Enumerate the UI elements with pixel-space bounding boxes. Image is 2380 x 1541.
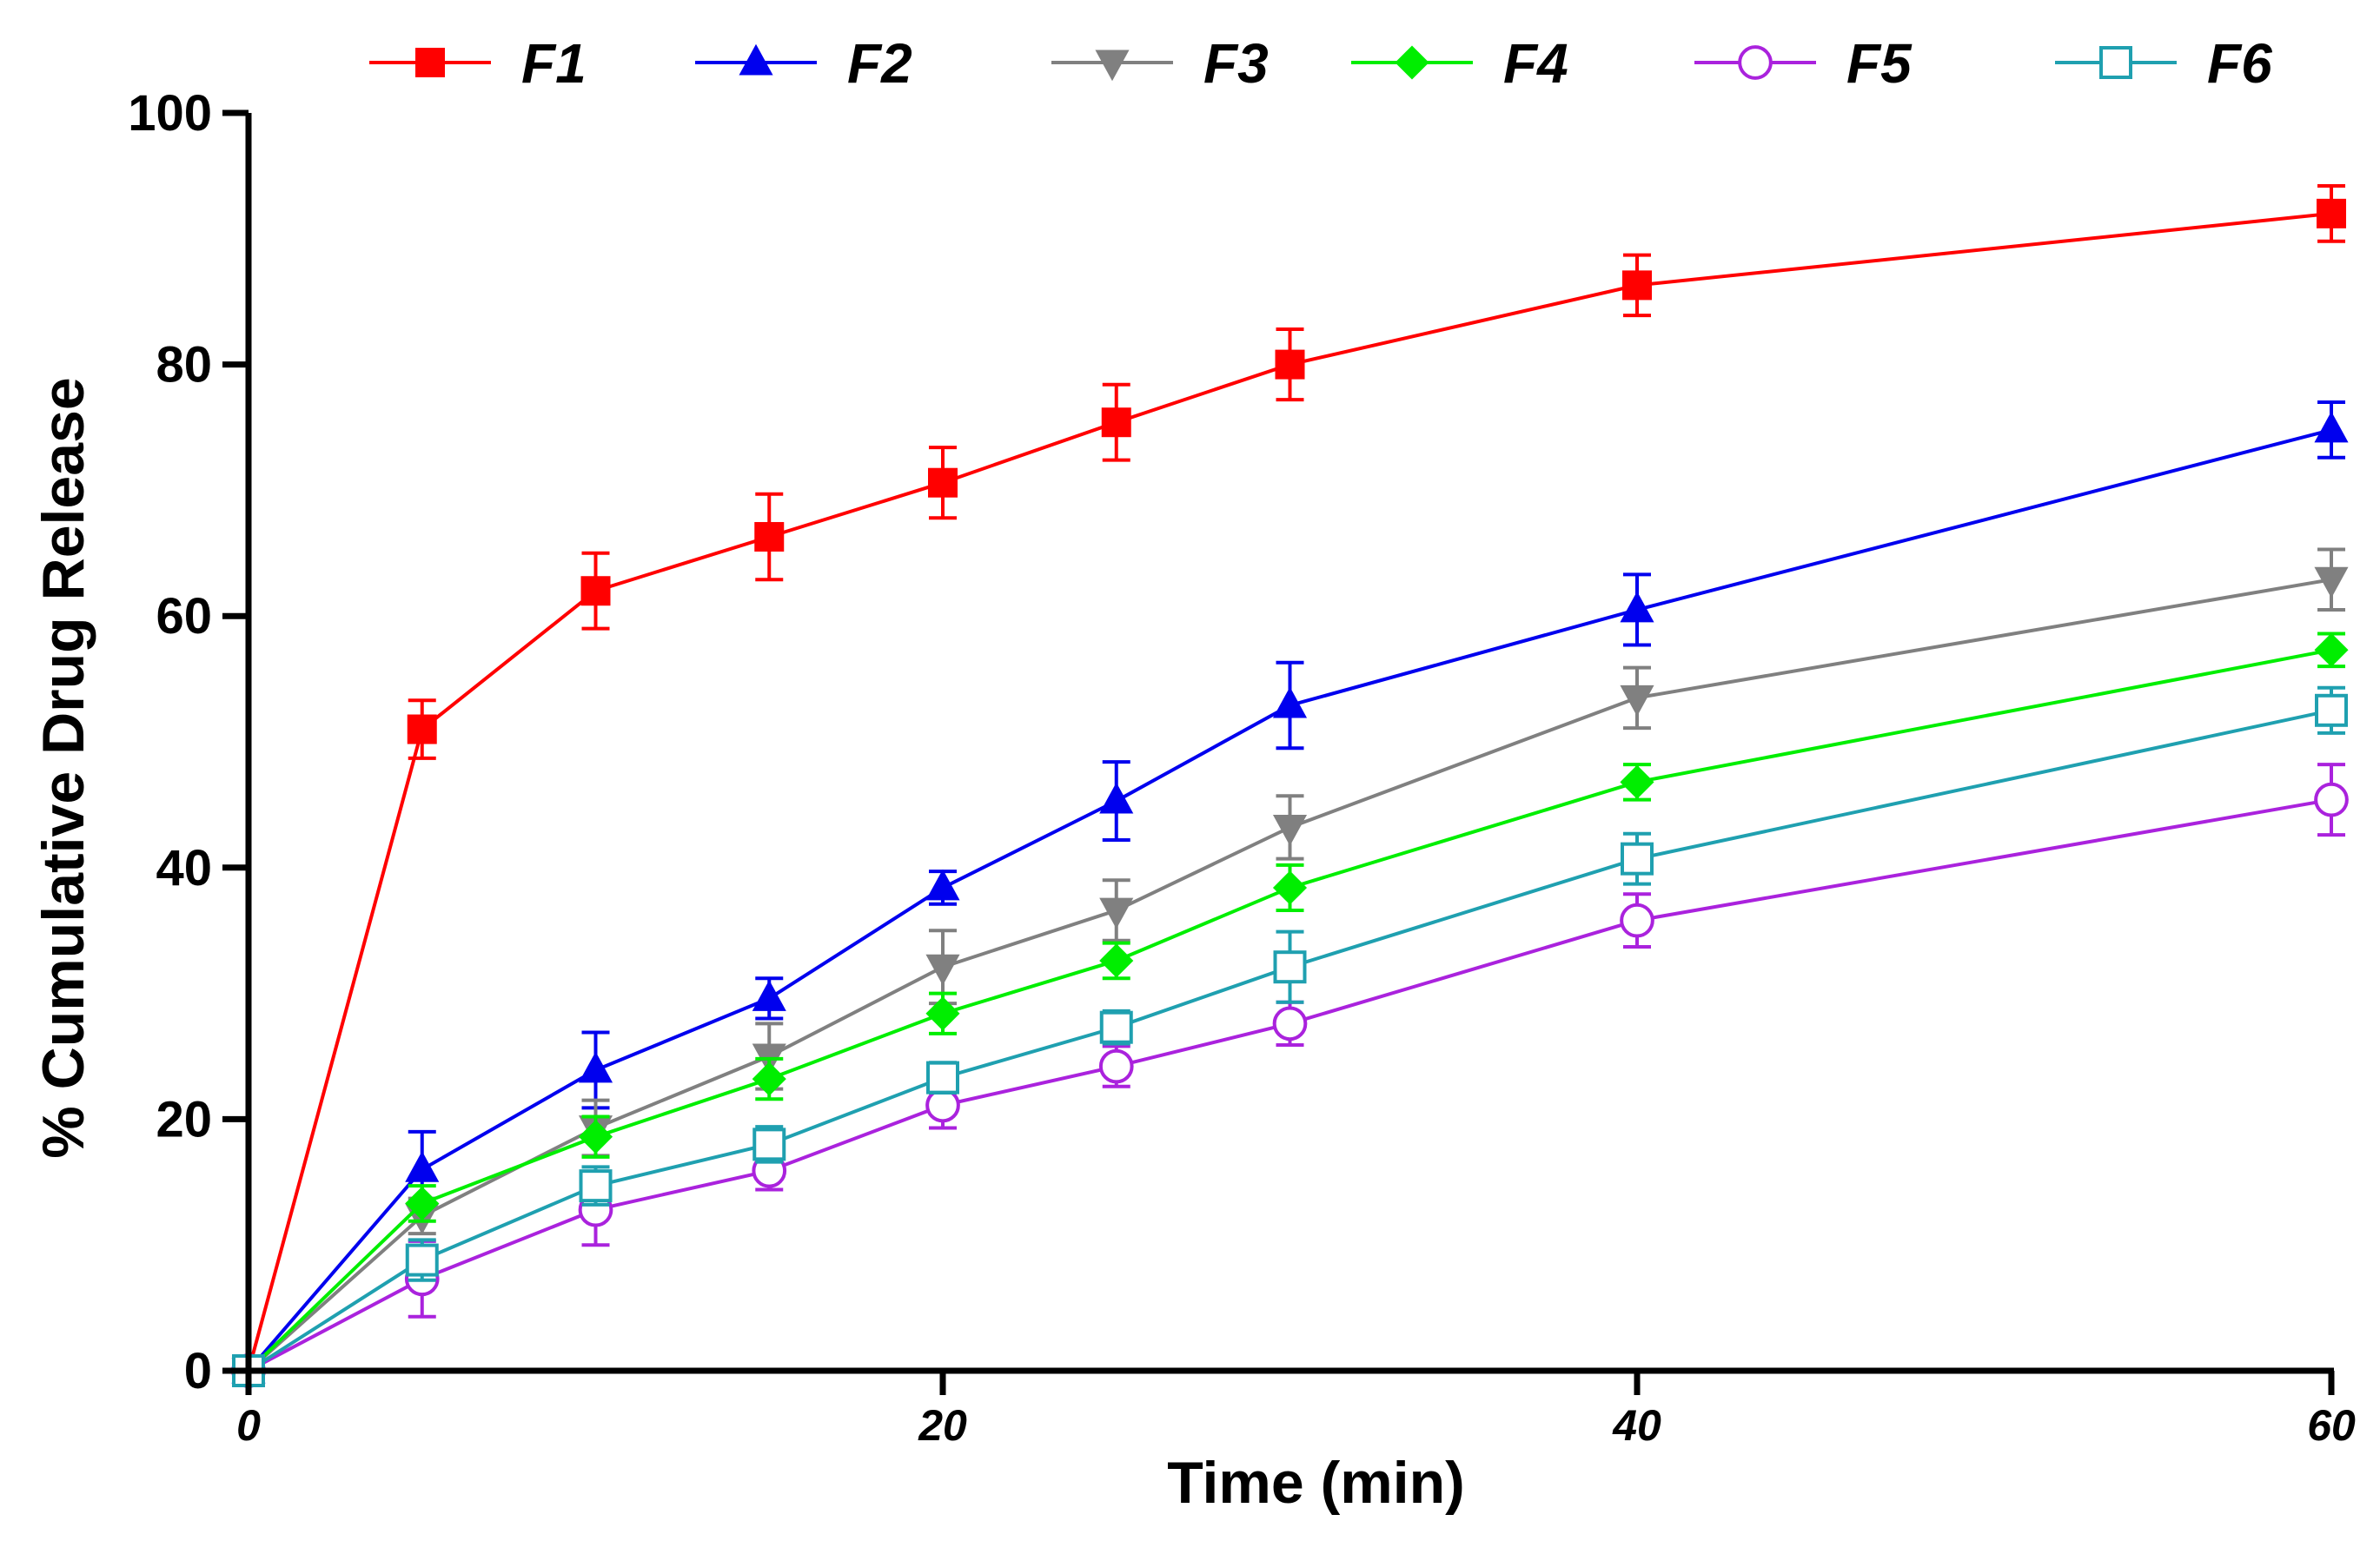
data-point xyxy=(1620,903,1654,938)
data-point xyxy=(580,576,611,606)
data-point xyxy=(407,714,437,744)
data-point xyxy=(926,1061,959,1095)
y-tick-label: 20 xyxy=(156,1091,212,1147)
data-point xyxy=(752,980,786,1011)
legend-entry-f5: F5 xyxy=(1694,32,1913,95)
data-point xyxy=(1099,897,1134,929)
data-point xyxy=(2314,782,2349,817)
data-point xyxy=(1098,1048,1134,1084)
y-tick-label: 100 xyxy=(128,85,212,142)
legend-label: F5 xyxy=(1846,32,1913,95)
data-point xyxy=(925,996,960,1031)
data-point xyxy=(1275,349,1305,380)
data-point xyxy=(1620,764,1654,799)
legend-entry-f1: F1 xyxy=(369,32,587,95)
data-point xyxy=(1622,270,1652,301)
y-tick-label: 0 xyxy=(184,1343,212,1399)
legend-label: F3 xyxy=(1203,32,1269,95)
legend-entry-f3: F3 xyxy=(1051,32,1269,95)
x-tick-label: 40 xyxy=(1612,1401,1661,1450)
data-point xyxy=(1101,407,1131,438)
legend-label: F1 xyxy=(521,32,587,95)
data-point xyxy=(752,1062,786,1096)
legend: F1 F2 F3 F4 F5 F6 xyxy=(369,32,2272,95)
data-point xyxy=(752,1128,786,1161)
data-point xyxy=(739,43,773,76)
data-point xyxy=(2315,693,2348,727)
y-ticks: 0 20 40 60 80 100 xyxy=(128,85,249,1399)
legend-entry-f6: F6 xyxy=(2055,32,2272,95)
series-f1 xyxy=(234,183,2346,1386)
y-axis-title: % Cumulative Drug Release xyxy=(30,377,96,1158)
data-point xyxy=(405,1186,440,1220)
legend-entry-f2: F2 xyxy=(695,32,912,95)
data-point xyxy=(1272,1006,1308,1042)
data-point xyxy=(925,869,960,901)
data-point xyxy=(2314,566,2349,599)
data-point xyxy=(2314,411,2349,443)
y-tick-label: 80 xyxy=(156,337,212,394)
series-layer xyxy=(231,183,2349,1390)
data-point xyxy=(405,1243,439,1277)
data-point xyxy=(1099,782,1134,814)
data-point xyxy=(578,1120,613,1154)
x-tick-label: 20 xyxy=(918,1401,967,1450)
data-point xyxy=(1620,591,1654,623)
series-f6 xyxy=(232,685,2348,1387)
data-point xyxy=(1099,943,1134,978)
data-point xyxy=(1273,950,1307,984)
x-axis-title: Time (min) xyxy=(1167,1450,1465,1516)
data-point xyxy=(2099,46,2132,79)
data-point xyxy=(925,954,960,986)
data-point xyxy=(1621,842,1654,876)
data-point xyxy=(1272,686,1308,718)
data-point xyxy=(1272,815,1308,846)
data-point xyxy=(928,467,958,498)
series-f5 xyxy=(231,763,2349,1388)
legend-label: F2 xyxy=(847,32,912,95)
legend-entry-f4: F4 xyxy=(1351,32,1568,95)
data-point xyxy=(1095,50,1130,82)
x-ticks: 0 20 40 60 xyxy=(236,1371,2356,1450)
data-point xyxy=(2317,198,2346,228)
data-point xyxy=(1738,45,1773,80)
data-point xyxy=(1099,1010,1133,1044)
data-point xyxy=(1272,870,1308,905)
data-point xyxy=(415,48,445,77)
y-tick-label: 40 xyxy=(156,840,212,896)
legend-label: F4 xyxy=(1503,32,1568,95)
legend-label: F6 xyxy=(2207,32,2272,95)
y-tick-label: 60 xyxy=(156,588,212,645)
data-point xyxy=(2314,632,2349,667)
data-point xyxy=(579,1169,613,1203)
data-point xyxy=(405,1151,440,1182)
data-point xyxy=(1395,45,1429,80)
axes: 0 20 40 60 80 100 0 20 40 60 xyxy=(128,85,2356,1450)
x-tick-label: 0 xyxy=(236,1401,261,1450)
data-point xyxy=(754,521,785,552)
x-tick-label: 60 xyxy=(2307,1401,2356,1450)
data-point xyxy=(1620,685,1654,717)
data-point xyxy=(578,1051,613,1083)
